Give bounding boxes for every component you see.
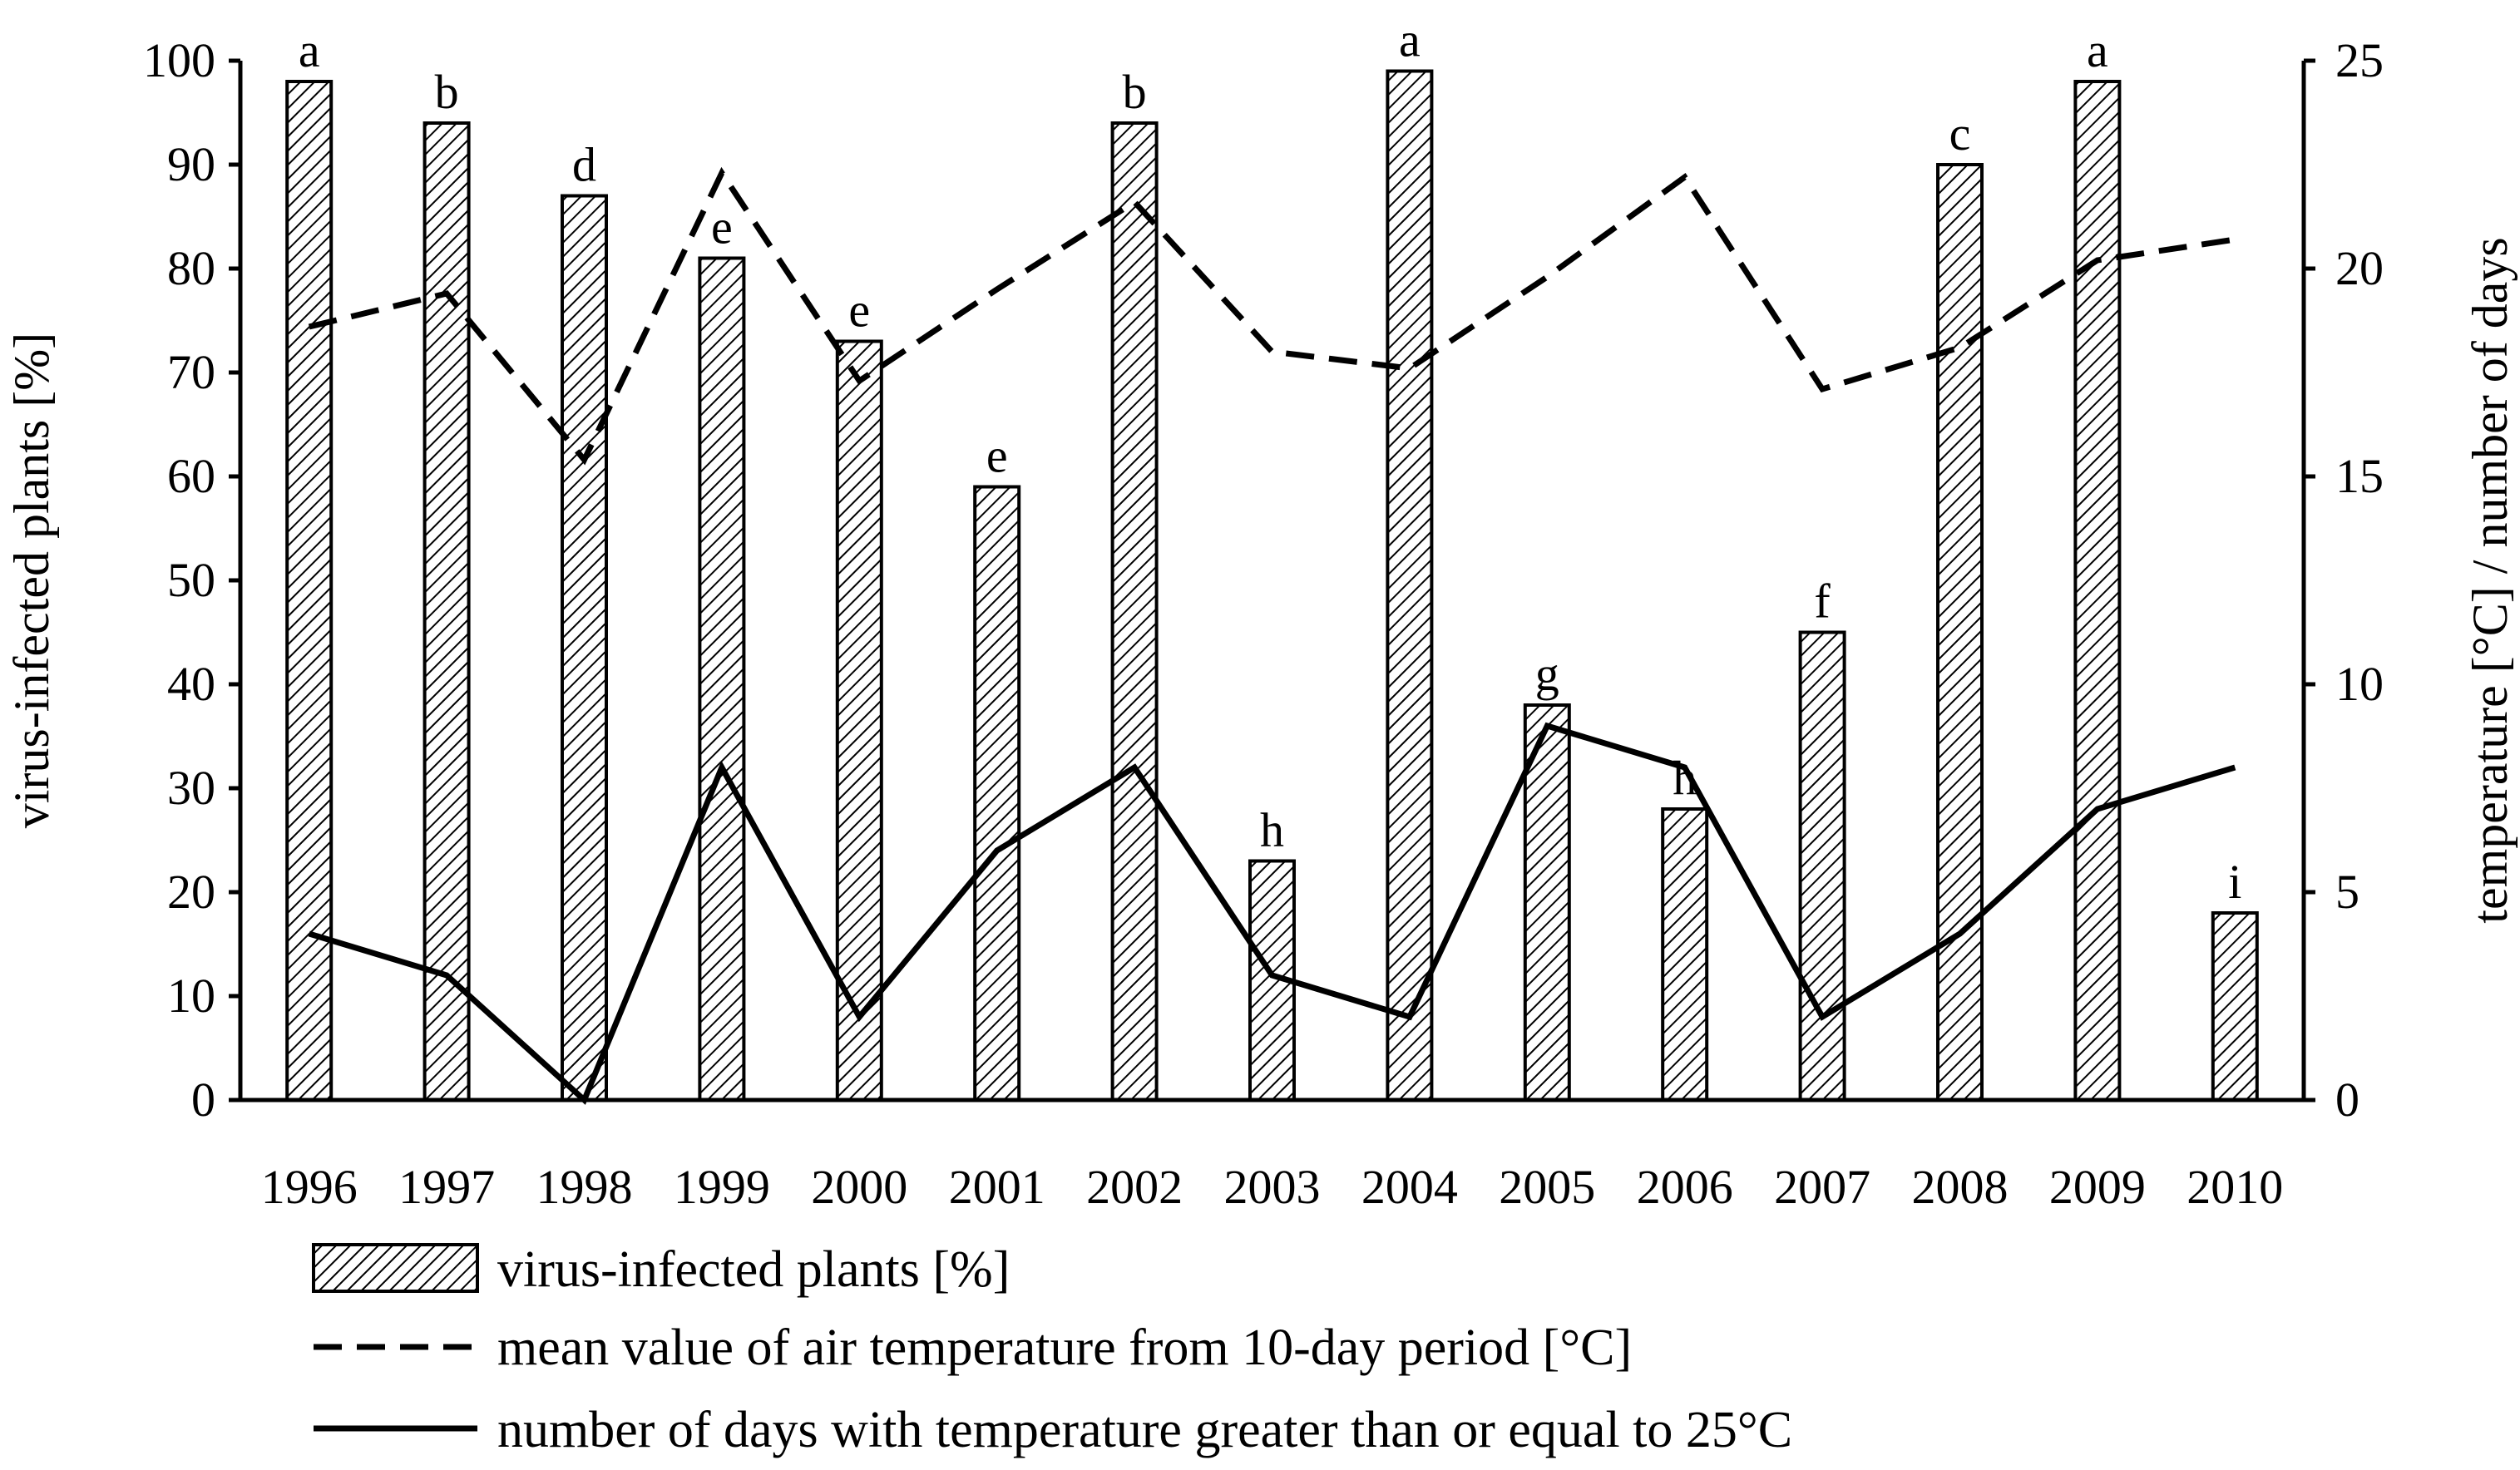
left-tick-label: 30 bbox=[167, 761, 215, 815]
bar-2006 bbox=[1661, 807, 1709, 1102]
legend-item-dashed: mean value of air temperature from 10-da… bbox=[314, 1320, 1632, 1376]
left-tick-label: 40 bbox=[167, 657, 215, 711]
left-tick-label: 90 bbox=[167, 137, 215, 191]
bar-letter-2004: a bbox=[1399, 13, 1421, 67]
bar-letter-1996: a bbox=[299, 23, 320, 77]
bar-2001 bbox=[973, 485, 1021, 1102]
left-tick-label: 80 bbox=[167, 241, 215, 295]
bar-letter-2002: b bbox=[1123, 65, 1147, 119]
left-tick-label: 10 bbox=[167, 969, 215, 1023]
right-y-axis-title: temperature [°C] / number of days bbox=[2463, 237, 2518, 923]
legend-swatch-hatched bbox=[312, 1243, 479, 1293]
bar-series bbox=[285, 69, 2259, 1102]
bar-2009 bbox=[2073, 80, 2122, 1102]
bar-letter-1998: d bbox=[572, 138, 596, 192]
bar-letter-2000: e bbox=[848, 284, 870, 338]
bar-1999 bbox=[698, 256, 746, 1102]
bar-letter-2003: h bbox=[1260, 803, 1284, 857]
x-tick-label-2004: 2004 bbox=[1361, 1160, 1458, 1214]
x-tick-label-2003: 2003 bbox=[1224, 1160, 1321, 1214]
left-tick-label: 60 bbox=[167, 449, 215, 503]
bar-letter-2010: i bbox=[2228, 855, 2241, 909]
bar-letter-2001: e bbox=[986, 429, 1008, 483]
left-tick-label: 100 bbox=[143, 33, 215, 87]
left-tick-label: 0 bbox=[191, 1073, 215, 1127]
x-tick-label-2010: 2010 bbox=[2186, 1160, 2283, 1214]
bar-letter-2008: c bbox=[1949, 106, 1971, 160]
x-tick-labels: 1996 1997 1998 1999 2000 2001 2002 2003 2004 2005… bbox=[261, 1160, 2284, 1214]
x-tick-label-1997: 1997 bbox=[398, 1160, 495, 1214]
line-days-over-25 bbox=[308, 722, 2236, 1105]
x-tick-label-2002: 2002 bbox=[1086, 1160, 1183, 1214]
legend-item-bars: virus-infected plants [%] bbox=[312, 1241, 1010, 1298]
right-y-ticks: 0 5 10 15 20 25 bbox=[2304, 33, 2384, 1127]
bar-letter-1997: b bbox=[435, 65, 459, 119]
bar-1997 bbox=[422, 121, 471, 1102]
bar-1998 bbox=[561, 194, 608, 1102]
x-tick-label-2009: 2009 bbox=[2049, 1160, 2146, 1214]
bar-letter-2009: a bbox=[2087, 23, 2108, 77]
legend-item-solid: number of days with temperature greater … bbox=[314, 1402, 1792, 1458]
legend-label-bars: virus-infected plants [%] bbox=[497, 1241, 1010, 1298]
legend-label-solid: number of days with temperature greater … bbox=[497, 1402, 1792, 1458]
right-tick-label: 5 bbox=[2335, 865, 2359, 919]
x-tick-label-2000: 2000 bbox=[811, 1160, 907, 1214]
left-y-ticks: 0 10 20 30 40 50 60 70 80 90 100 bbox=[143, 33, 240, 1127]
x-tick-label-2001: 2001 bbox=[949, 1160, 1045, 1214]
bar-2002 bbox=[1110, 121, 1159, 1102]
bar-2004 bbox=[1386, 69, 1434, 1102]
bar-1996 bbox=[285, 80, 334, 1102]
legend: virus-infected plants [%] mean value of … bbox=[312, 1241, 1792, 1458]
right-tick-label: 10 bbox=[2335, 657, 2384, 711]
bar-2010 bbox=[2211, 911, 2259, 1102]
legend-label-dashed: mean value of air temperature from 10-da… bbox=[497, 1320, 1632, 1376]
right-tick-label: 15 bbox=[2335, 449, 2384, 503]
bar-letter-1999: e bbox=[711, 200, 733, 254]
left-tick-label: 50 bbox=[167, 553, 215, 607]
x-tick-label-1999: 1999 bbox=[674, 1160, 770, 1214]
bar-2007 bbox=[1798, 630, 1846, 1102]
right-tick-label: 25 bbox=[2335, 33, 2384, 87]
x-tick-label-2006: 2006 bbox=[1637, 1160, 1733, 1214]
x-tick-label-2007: 2007 bbox=[1774, 1160, 1870, 1214]
left-tick-label: 70 bbox=[167, 345, 215, 399]
bar-letter-2005: g bbox=[1535, 647, 1559, 701]
x-tick-label-1996: 1996 bbox=[261, 1160, 358, 1214]
line-series bbox=[308, 166, 2236, 1105]
right-tick-label: 20 bbox=[2335, 241, 2384, 295]
x-tick-label-2008: 2008 bbox=[1912, 1160, 2009, 1214]
bar-2008 bbox=[1936, 163, 1984, 1102]
right-tick-label: 0 bbox=[2335, 1073, 2359, 1127]
left-tick-label: 20 bbox=[167, 865, 215, 919]
x-tick-label-1998: 1998 bbox=[536, 1160, 633, 1214]
left-y-axis-title: virus-infected plants [%] bbox=[4, 333, 59, 828]
bar-letter-2007: f bbox=[1814, 575, 1831, 629]
x-tick-label-2005: 2005 bbox=[1499, 1160, 1595, 1214]
